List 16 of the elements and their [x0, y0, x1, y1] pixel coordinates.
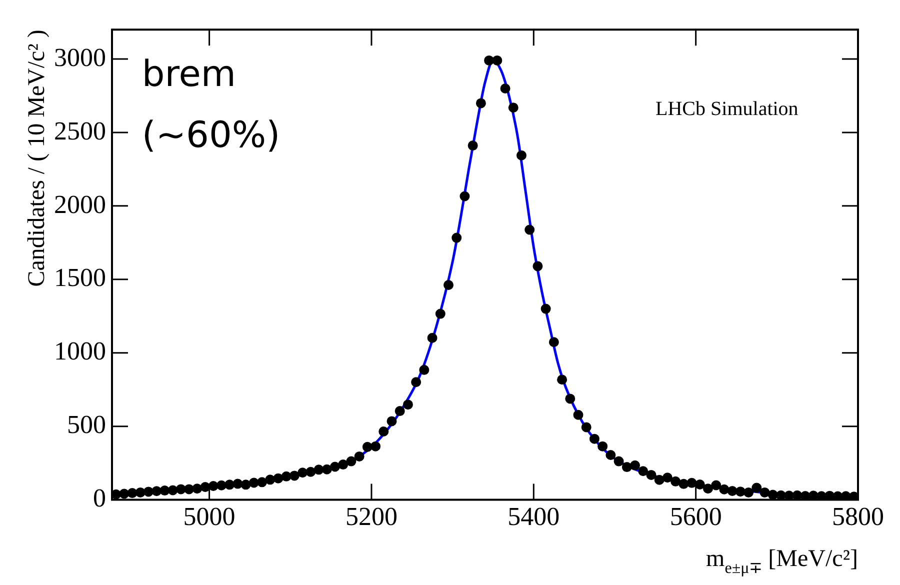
y-tick-label: 2000 — [54, 190, 106, 219]
y-tick-label: 0 — [93, 484, 106, 513]
y-tick-label: 1000 — [54, 336, 106, 366]
y-tick-label: 3000 — [54, 42, 106, 72]
y-axis-title: Candidates / ( 10 MeV/c² ) — [24, 30, 50, 287]
x-tick-label: 5800 — [832, 502, 884, 532]
y-tick-label: 500 — [67, 410, 106, 440]
x-tick-label: 5200 — [345, 502, 398, 532]
x-tick-label: 5600 — [670, 502, 722, 532]
y-tick-label: 2500 — [54, 116, 106, 146]
annotation: brem — [142, 54, 236, 95]
y-tick-label: 1500 — [54, 263, 106, 292]
annotation: (~60%) — [142, 115, 280, 156]
x-tick-label: 5400 — [508, 502, 560, 532]
x-tick-label: 5000 — [183, 502, 236, 532]
annotation: LHCb Simulation — [656, 98, 798, 120]
